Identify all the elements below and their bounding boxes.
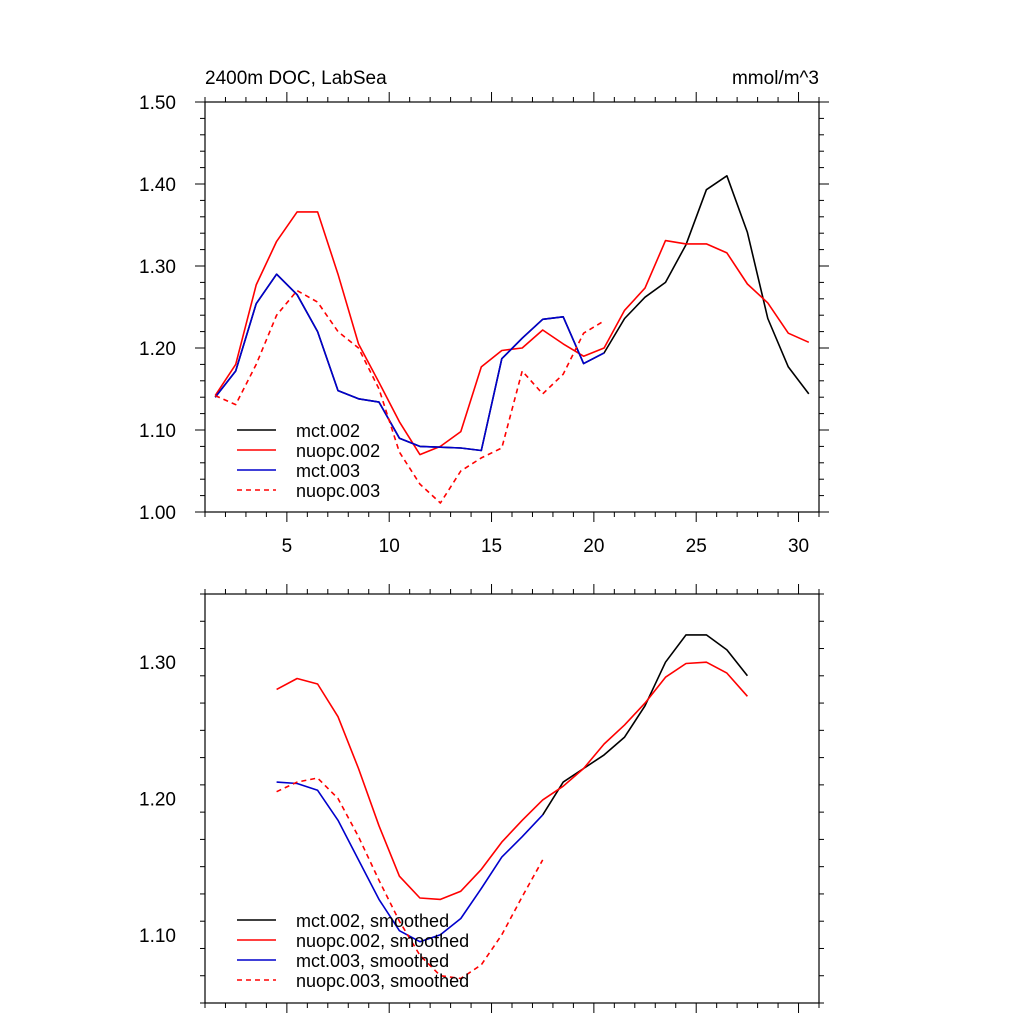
x-tick-label: 25: [686, 536, 707, 557]
legend-label: nuopc.003: [296, 481, 380, 501]
series-line-mct-003-smoothed: [276, 781, 544, 943]
units-label: mmol/m^3: [732, 68, 819, 89]
chart-title: 2400m DOC, LabSea: [205, 68, 387, 89]
x-tick-label: 5: [282, 536, 293, 557]
series-line-mct-002-smoothed: [542, 634, 749, 816]
x-tick-label: 30: [788, 536, 809, 557]
series-line-nuopc-003: [214, 289, 605, 504]
legend-label: nuopc.003, smoothed: [296, 971, 469, 991]
y-tick-label: 1.30: [139, 653, 176, 674]
x-tick-label: 10: [379, 536, 400, 557]
y-tick-label: 1.20: [139, 339, 176, 360]
legend-label: mct.003, smoothed: [296, 951, 449, 971]
legend-label: mct.003: [296, 461, 360, 481]
x-tick-label: 20: [583, 536, 604, 557]
y-tick-label: 1.10: [139, 926, 176, 947]
legend-label: nuopc.002, smoothed: [296, 931, 469, 951]
legend-label: mct.002: [296, 421, 360, 441]
legend-label: mct.002, smoothed: [296, 911, 449, 931]
y-tick-label: 1.40: [139, 175, 176, 196]
series-line-nuopc-003-smoothed: [276, 777, 544, 980]
y-tick-label: 1.10: [139, 421, 176, 442]
panel-top: 5 10 15 20 25 30 1.00 1.10 1.20 1.30 1.40 1.50 2400m…: [139, 68, 829, 557]
y-tick-label: 1.20: [139, 790, 176, 811]
y-tick-label: 1.50: [139, 93, 176, 114]
y-tick-label: 1.30: [139, 257, 176, 278]
legend-label: nuopc.002: [296, 441, 380, 461]
panel-bottom: 1.10 1.20 1.30 mct.002, smoothednuopc.002, …: [139, 584, 824, 1013]
series-line-nuopc-002: [214, 211, 810, 456]
series-line-mct-003: [214, 273, 605, 452]
series-line-nuopc-002-smoothed: [276, 661, 748, 901]
y-tick-label: 1.00: [139, 503, 176, 524]
x-tick-label: 15: [481, 536, 502, 557]
